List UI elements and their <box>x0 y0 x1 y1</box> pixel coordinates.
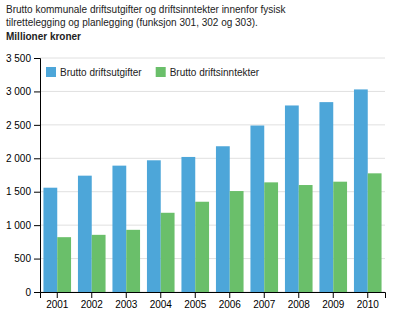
y-tick: 1 500 <box>6 186 40 197</box>
y-tick: 500 <box>14 253 40 264</box>
x-tick: 2008 <box>288 292 311 310</box>
x-tick-mark <box>298 292 299 298</box>
y-tick-label: 1 500 <box>6 186 31 197</box>
y-tick-label: 2 500 <box>6 120 31 131</box>
y-tick-label: 3 500 <box>6 53 31 64</box>
x-tick-label: 2009 <box>322 299 345 310</box>
legend-label: Brutto driftsutgifter <box>60 67 142 78</box>
x-tick: 2010 <box>357 292 380 310</box>
bar <box>147 160 161 292</box>
y-axis: 0 500 1 000 1 500 2 000 2 500 3 000 3 500 <box>6 53 41 298</box>
x-tick-mark <box>264 292 265 298</box>
legend: Brutto driftsutgifter Brutto driftsinntek… <box>46 67 260 78</box>
x-tick-mark <box>333 292 334 298</box>
y-tick-mark <box>34 292 40 293</box>
bar <box>181 157 195 292</box>
bar <box>264 182 278 292</box>
y-axis-line <box>34 59 41 293</box>
x-tick-mark <box>57 292 58 298</box>
x-tick-mark <box>229 292 230 298</box>
y-tick-label: 1 000 <box>6 220 31 231</box>
legend-swatch <box>156 67 166 77</box>
y-tick-mark <box>34 91 40 92</box>
y-tick: 0 <box>25 287 40 298</box>
bar <box>216 146 230 292</box>
x-tick-mark <box>160 292 161 298</box>
bar-series <box>43 89 367 292</box>
bar <box>43 188 57 292</box>
bar <box>57 237 71 292</box>
legend-item: Brutto driftsutgifter <box>46 67 142 78</box>
y-tick-label: 2 000 <box>6 153 31 164</box>
chart-svg: Brutto kommunale driftsutgifter og drift… <box>0 0 393 314</box>
plot: 2001 2002 2003 2004 2005 2006 2007 2008 2009 2010… <box>6 53 386 310</box>
title: tilrettelegging og planlegging (funksjon… <box>6 17 258 28</box>
bar-series <box>57 173 381 292</box>
bar <box>299 185 313 292</box>
y-tick-mark <box>34 259 40 260</box>
grid <box>40 58 385 292</box>
bar <box>230 191 244 292</box>
bar <box>354 89 368 292</box>
bar <box>78 176 92 292</box>
x-tick: 2004 <box>150 292 173 310</box>
bar <box>112 166 126 292</box>
y-tick: 3 000 <box>6 86 40 97</box>
x-tick-label: 2003 <box>115 299 138 310</box>
title: Brutto kommunale driftsutgifter og drift… <box>6 4 287 15</box>
x-tick: 2006 <box>219 292 242 310</box>
legend-swatch <box>46 67 56 77</box>
x-axis-line <box>41 293 386 299</box>
y-tick-label: 500 <box>14 253 31 264</box>
y-tick-mark <box>34 58 40 59</box>
x-tick-mark <box>126 292 127 298</box>
x-tick: 2003 <box>115 292 138 310</box>
y-tick-mark <box>34 158 40 159</box>
x-tick: 2002 <box>81 292 104 310</box>
bar <box>368 173 382 292</box>
y-tick-label: 0 <box>25 287 31 298</box>
x-tick: 2007 <box>253 292 276 310</box>
legend-item: Brutto driftsinntekter <box>156 67 260 78</box>
subtitle: Millioner kroner <box>6 31 81 42</box>
x-tick-label: 2005 <box>184 299 207 310</box>
y-tick: 2 000 <box>6 153 40 164</box>
x-tick-mark <box>195 292 196 298</box>
x-tick-label: 2002 <box>81 299 104 310</box>
x-tick: 2009 <box>322 292 345 310</box>
bar <box>250 126 264 292</box>
y-tick: 2 500 <box>6 120 40 131</box>
x-tick-label: 2004 <box>150 299 173 310</box>
x-tick: 2005 <box>184 292 207 310</box>
y-tick-mark <box>34 125 40 126</box>
y-tick: 3 500 <box>6 53 40 64</box>
bar <box>285 105 299 292</box>
bars <box>43 89 381 292</box>
chart-container: Brutto kommunale driftsutgifter og drift… <box>0 0 393 314</box>
legend-label: Brutto driftsinntekter <box>170 67 260 78</box>
x-tick: 2001 <box>46 292 69 310</box>
x-tick-label: 2007 <box>253 299 276 310</box>
bar <box>161 213 175 292</box>
bar <box>92 235 106 292</box>
bar <box>319 102 333 292</box>
y-tick-mark <box>34 225 40 226</box>
y-tick: 1 000 <box>6 220 40 231</box>
x-tick-mark <box>91 292 92 298</box>
x-tick-label: 2010 <box>357 299 380 310</box>
x-tick-label: 2001 <box>46 299 69 310</box>
y-tick-label: 3 000 <box>6 86 31 97</box>
y-tick-mark <box>34 192 40 193</box>
grid-line <box>40 58 385 59</box>
bar <box>333 182 347 292</box>
x-tick-label: 2006 <box>219 299 242 310</box>
x-tick-label: 2008 <box>288 299 311 310</box>
bar <box>126 230 140 292</box>
bar <box>195 202 209 292</box>
grid-line <box>40 91 385 92</box>
x-axis: 2001 2002 2003 2004 2005 2006 2007 2008 2009 2010 <box>41 292 386 310</box>
x-tick-mark <box>367 292 368 298</box>
